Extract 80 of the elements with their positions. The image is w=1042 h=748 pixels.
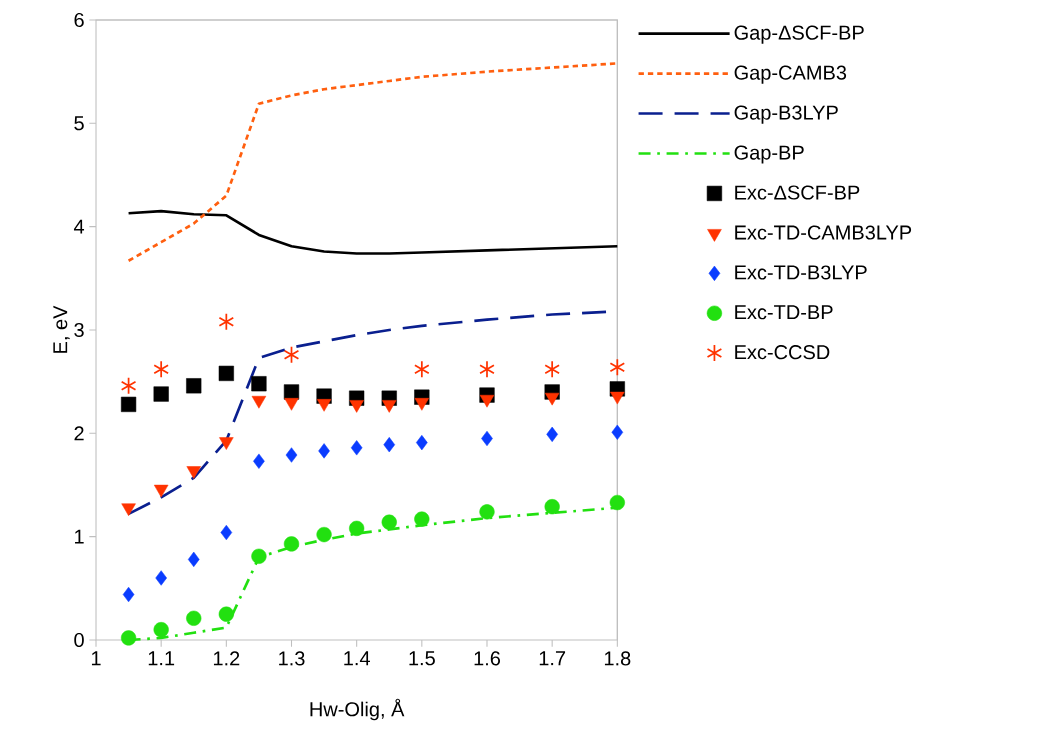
point [316,399,332,412]
x-tick-label: 1.7 [539,651,566,666]
point [121,503,136,516]
point [414,398,430,411]
point [251,548,267,564]
point [610,391,625,405]
point [481,430,493,447]
point [479,394,495,408]
legend-label: Exc-TD-BP [735,305,833,320]
x-tick-label: 1.5 [409,651,435,666]
legend-label: Exc-TD-CAMB3LYP [735,225,912,240]
legend-label: Exc-CCSD [735,345,830,360]
legend-label: Exc-TD-B3LYP [735,265,867,280]
x-tick-label: 1.8 [604,651,631,666]
point [350,440,363,456]
point [283,345,300,364]
y-tick-label: 6 [74,12,84,28]
point [218,312,235,331]
point [218,365,234,381]
point [609,358,626,377]
x-tick-label: 1.6 [474,651,501,666]
point [544,392,560,406]
point [544,360,560,379]
point [284,398,299,411]
point [219,437,234,450]
point [251,376,267,392]
point [285,447,298,463]
point [479,504,495,520]
point [544,499,560,515]
point [414,360,430,379]
point [349,520,365,536]
y-tick-label: 0 [74,632,84,648]
point [546,426,558,442]
y-tick-label: 2 [74,426,84,441]
x-tick-label: 1.4 [344,651,370,666]
point [220,524,233,541]
point [318,443,330,459]
x-tick-label: 1.2 [213,651,240,666]
point [153,360,169,379]
point [153,484,169,498]
point [155,570,167,586]
point [611,424,624,440]
point [479,360,495,379]
point [186,466,201,479]
point [381,514,397,530]
point [122,586,135,603]
point [382,400,397,413]
point [383,437,396,453]
point [283,536,300,552]
point [283,384,300,400]
point [187,551,200,567]
point [349,400,364,413]
y-axis-title: E, eV [53,305,70,353]
point [251,395,267,409]
point [120,376,137,395]
x-tick-label: 1.1 [148,651,175,666]
y-tick-label: 1 [75,529,84,544]
point [316,526,332,543]
point [153,622,169,638]
legend-label: Gap-ΔSCF-BP [734,25,864,44]
point [186,610,202,626]
x-tick-label: 1 [91,651,101,666]
point [186,378,202,394]
y-tick-label: 4 [73,219,85,234]
point [218,606,234,622]
point [253,453,265,469]
point [120,630,137,646]
legend-label: Gap-B3LYP [734,105,838,124]
point [120,396,137,412]
point [609,494,625,511]
point [414,511,430,527]
x-axis-title: Hw-Olig, Å [310,698,405,721]
point [416,435,428,451]
legend-label: Gap-CAMB3 [734,65,847,84]
point [153,386,169,402]
x-tick-label: 1.3 [279,651,305,666]
legend-label: Gap-BP [734,145,804,164]
y-tick-label: 5 [74,116,84,131]
y-tick-label: 3 [74,322,84,338]
legend-label: Exc-ΔSCF-BP [735,185,860,200]
